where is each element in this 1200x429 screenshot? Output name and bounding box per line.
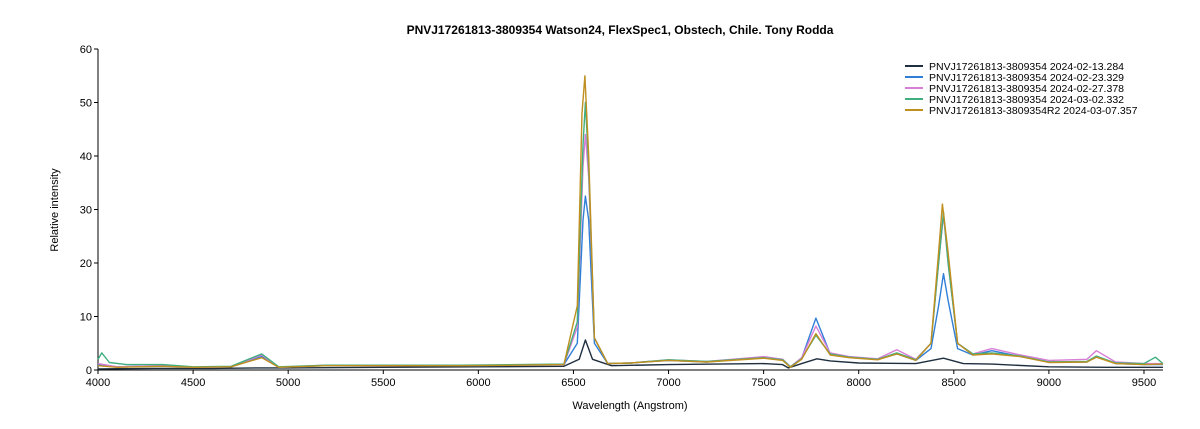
legend-label: PNVJ17261813-3809354 2024-02-13.284 <box>929 61 1124 73</box>
x-tick-label: 9500 <box>1132 377 1156 389</box>
series-lines <box>97 75 1164 370</box>
legend-label: PNVJ17261813-3809354R2 2024-03-07.357 <box>929 105 1138 117</box>
x-tick-label: 5000 <box>276 377 300 389</box>
x-axis-label: Wavelength (Angstrom) <box>572 400 687 412</box>
x-tick-label: 8000 <box>846 377 870 389</box>
y-tick-label: 50 <box>80 98 92 110</box>
chart-title: PNVJ17261813-3809354 Watson24, FlexSpec1… <box>407 23 834 37</box>
y-tick-label: 0 <box>86 365 92 377</box>
series-line-1 <box>97 339 1163 370</box>
series-line-5 <box>97 75 1164 368</box>
legend-label: PNVJ17261813-3809354 2024-02-23.329 <box>929 72 1124 84</box>
x-tick-label: 6500 <box>561 377 585 389</box>
series-line-2 <box>97 195 1163 368</box>
series-line-4 <box>97 101 1164 368</box>
legend-label: PNVJ17261813-3809354 2024-03-02.332 <box>929 94 1124 106</box>
series-line-3 <box>97 133 1163 368</box>
legend: PNVJ17261813-3809354 2024-02-13.284PNVJ1… <box>905 61 1138 117</box>
x-tick-label: 9000 <box>1037 377 1061 389</box>
y-tick-label: 40 <box>80 151 92 163</box>
y-tick-label: 10 <box>80 312 92 324</box>
x-tick-label: 5500 <box>371 377 395 389</box>
legend-label: PNVJ17261813-3809354 2024-02-27.378 <box>929 83 1124 95</box>
y-axis-label: Relative intensity <box>49 168 61 252</box>
x-tick-label: 6000 <box>466 377 490 389</box>
y-tick-label: 30 <box>80 205 92 217</box>
x-tick-label: 4500 <box>181 377 205 389</box>
y-tick-label: 20 <box>80 258 92 270</box>
x-tick-label: 4000 <box>86 377 110 389</box>
x-tick-label: 8500 <box>942 377 966 389</box>
y-tick-label: 60 <box>80 44 92 56</box>
axes: 4000 4500 5000 5500 6000 6500 7000 7500 8000 8500… <box>80 44 1163 389</box>
x-tick-label: 7500 <box>751 377 775 389</box>
x-tick-label: 7000 <box>656 377 680 389</box>
